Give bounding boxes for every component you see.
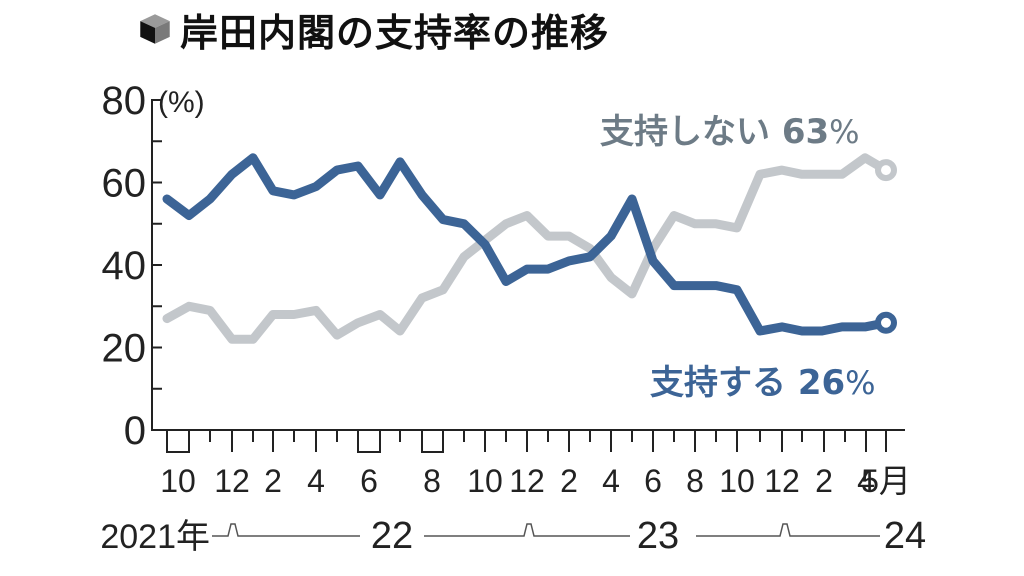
x-tick-label: 2 [264, 463, 282, 499]
y-tick-label: 0 [124, 409, 146, 453]
x-tick-label: 10 [467, 463, 503, 499]
y-tick-label: 80 [102, 79, 147, 123]
year-label: 24 [884, 515, 926, 557]
double-survey-box [357, 430, 381, 453]
support-label: 支持する 26% [650, 355, 876, 404]
disapprove-endpoint-marker [875, 159, 897, 182]
title-text: 岸田内閣の支持率の推移 [180, 10, 610, 55]
x-tick-label: 5月 [861, 463, 911, 499]
disapprove-label: 支持しない 63% [600, 104, 860, 153]
x-tick-label: 12 [764, 463, 800, 499]
disapprove-label-percent: % [829, 113, 860, 151]
x-tick-label: 4 [602, 463, 620, 499]
support-label-percent: % [845, 364, 876, 402]
x-tick-label: 8 [686, 463, 704, 499]
x-tick-label: 4 [307, 463, 325, 499]
year-label: 23 [637, 515, 679, 557]
chart-series [162, 153, 897, 344]
disapprove-line [162, 153, 891, 344]
x-tick-label: 2 [815, 463, 833, 499]
double-survey-box [421, 430, 444, 453]
year-divider [212, 523, 360, 537]
cube-icon [140, 14, 170, 44]
y-tick-label: 40 [102, 244, 147, 288]
y-tick-label: 20 [102, 327, 147, 371]
x-tick-label: 10 [719, 463, 755, 499]
double-survey-box [166, 430, 190, 453]
x-tick-label: 12 [214, 463, 250, 499]
x-tick-label: 6 [644, 463, 662, 499]
x-tick-label: 2 [560, 463, 578, 499]
y-unit-label: (%) [158, 86, 205, 119]
year-label: 2021年 [100, 518, 210, 556]
year-divider [696, 523, 880, 537]
year-label: 22 [371, 515, 413, 557]
support-label-text: 支持する [650, 363, 786, 403]
y-tick-label: 60 [102, 162, 147, 206]
x-tick-label: 4 [857, 463, 875, 499]
x-tick-label: 10 [160, 463, 196, 499]
disapprove-label-value: 63 [781, 112, 830, 152]
x-tick-label: 6 [360, 463, 378, 499]
year-divider [424, 523, 630, 537]
x-tick-label: 8 [423, 463, 441, 499]
x-tick-label: 12 [509, 463, 545, 499]
support-endpoint-marker [875, 311, 897, 334]
disapprove-label-text: 支持しない [600, 112, 770, 152]
support-line [162, 153, 891, 336]
chart-title: 岸田内閣の支持率の推移 [138, 4, 610, 55]
support-label-value: 26 [797, 363, 846, 403]
